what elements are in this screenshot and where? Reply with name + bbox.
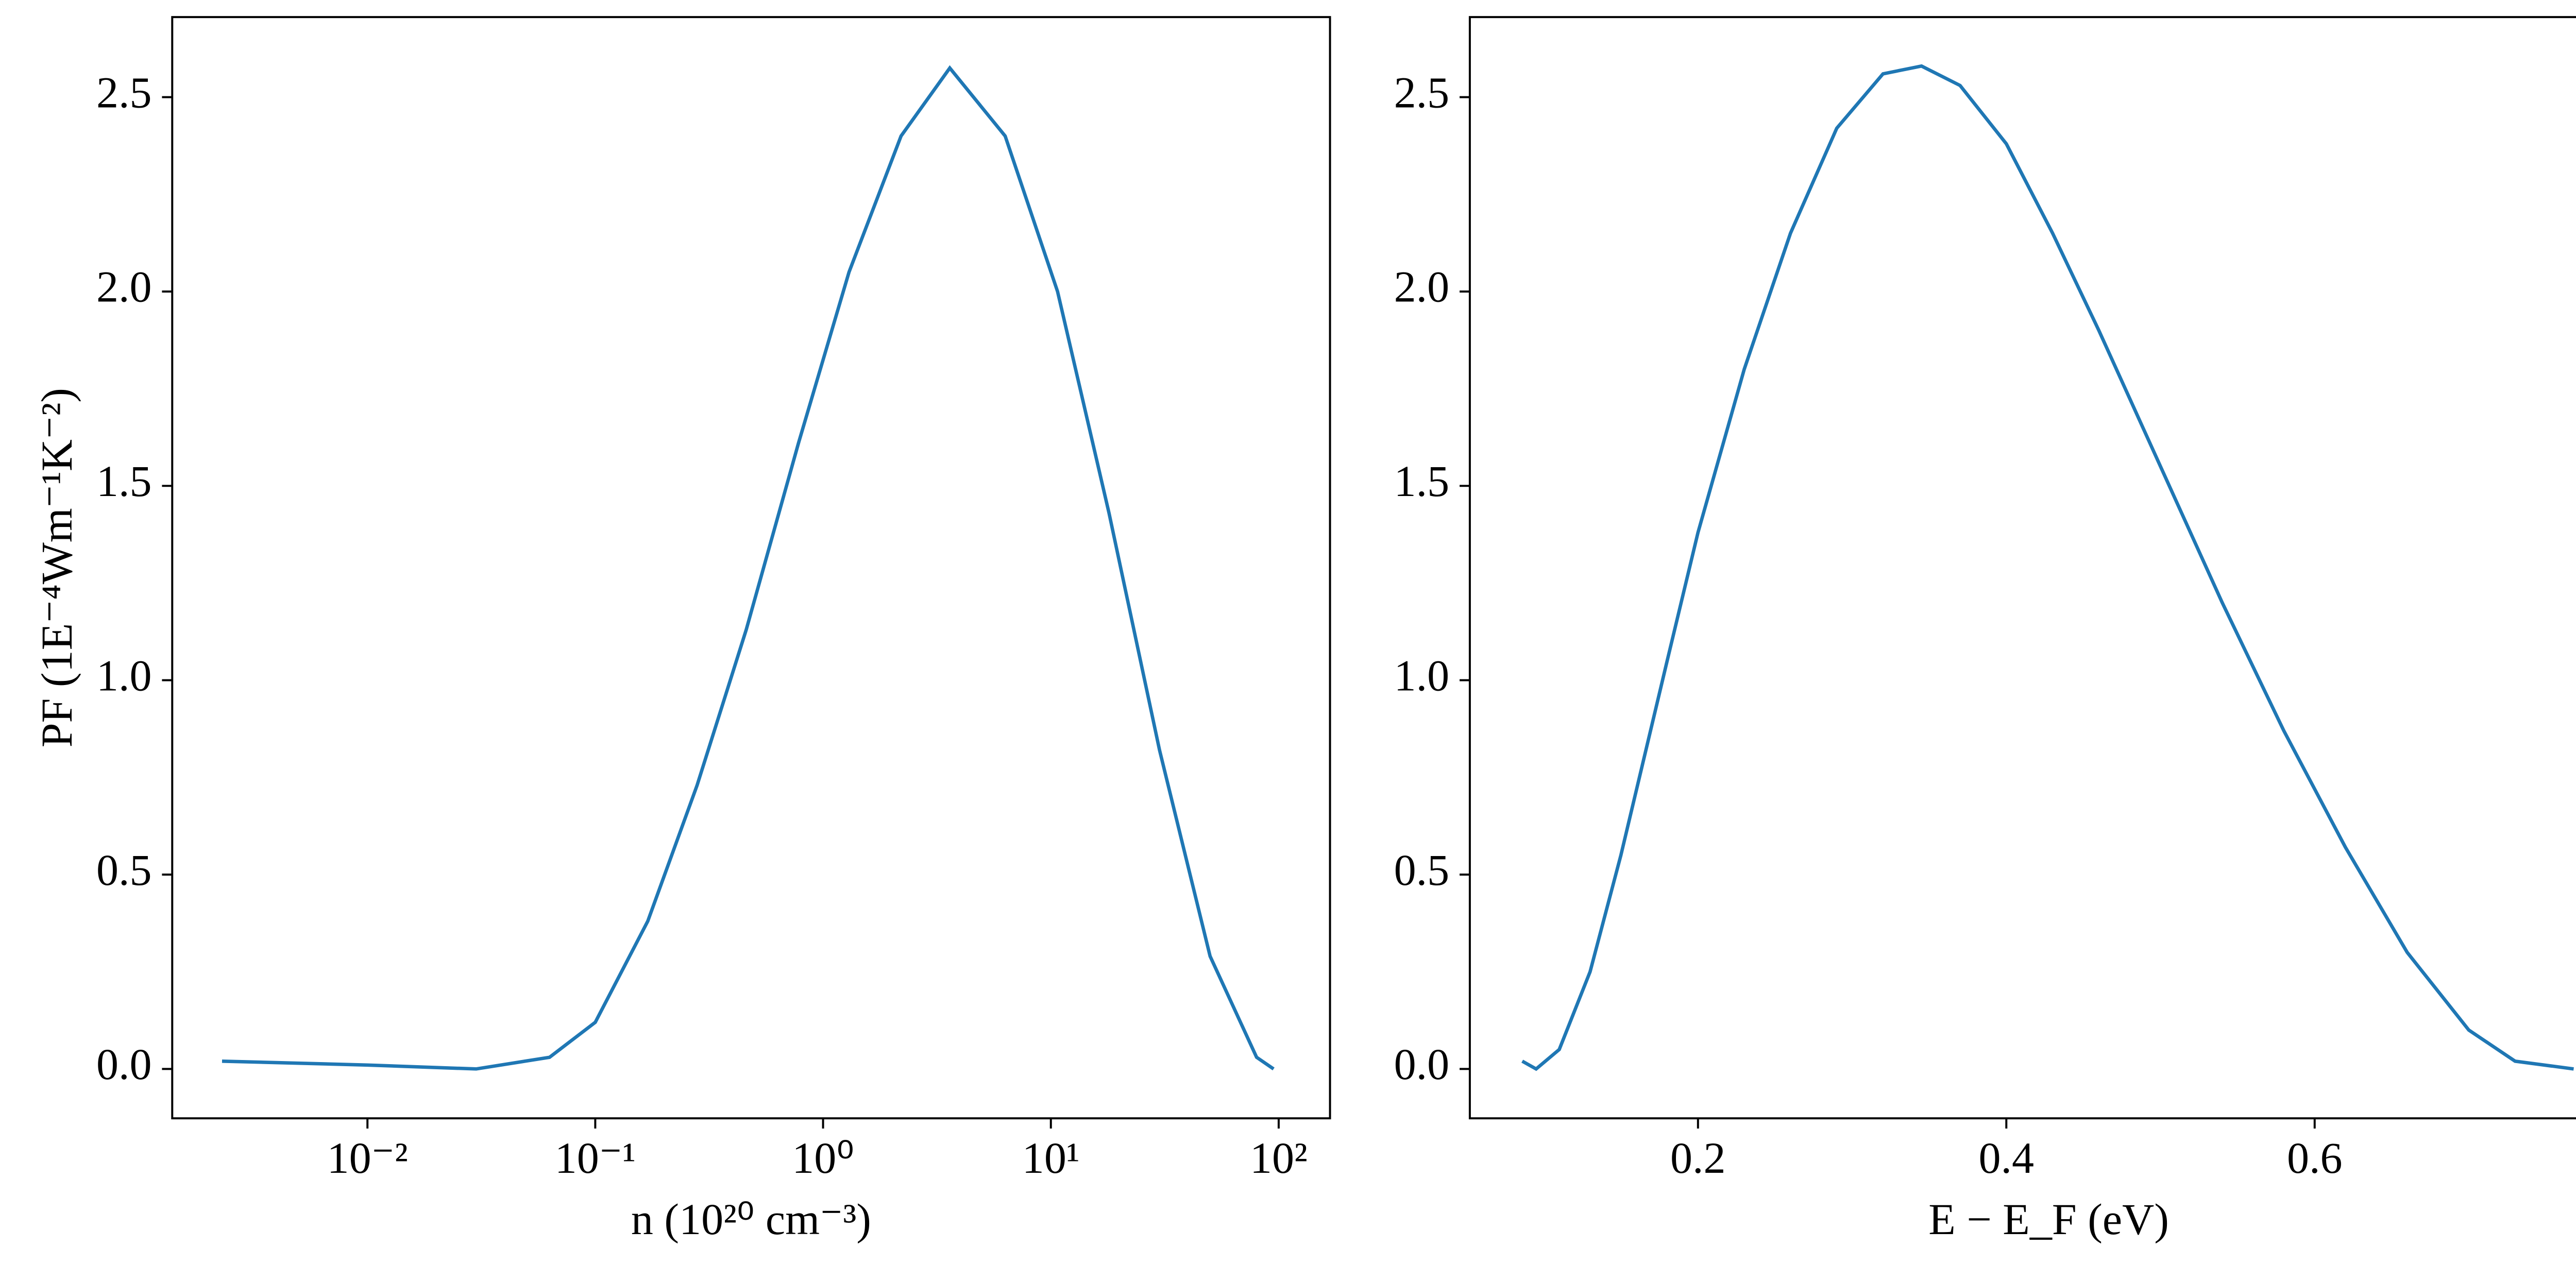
line — [222, 65, 1275, 1071]
axes-frame — [171, 16, 1331, 1120]
y-tick-label: 1.5 — [96, 456, 152, 506]
x-tick-label: 10⁰ — [792, 1133, 854, 1183]
x-axis-label: n (10²⁰ cm⁻³) — [631, 1194, 871, 1244]
y-tick-label: 0.0 — [96, 1039, 152, 1089]
x-tick-label: 0.6 — [2287, 1133, 2343, 1183]
x-tick-label: 0.2 — [1670, 1133, 1726, 1183]
y-tick-label: 0.0 — [1394, 1039, 1450, 1089]
y-axis-label: PF (1E⁻⁴Wm⁻¹K⁻²) — [32, 388, 81, 747]
y-tick-label: 2.5 — [1394, 67, 1450, 117]
y-tick-label: 2.0 — [1394, 262, 1450, 312]
y-tick-label: 0.5 — [1394, 845, 1450, 895]
y-tick-label: 1.0 — [1394, 651, 1450, 700]
y-tick-label: 1.5 — [1394, 456, 1450, 506]
x-axis-label: E − E_F (eV) — [1928, 1194, 2169, 1244]
x-tick-label: 10⁻² — [327, 1133, 408, 1183]
line — [1521, 64, 2574, 1071]
axes-frame — [1468, 16, 2576, 1120]
x-tick-label: 0.4 — [1978, 1133, 2034, 1183]
x-tick-label: 10¹ — [1022, 1133, 1080, 1183]
x-tick-label: 10² — [1250, 1133, 1308, 1183]
y-tick-label: 0.5 — [96, 845, 152, 895]
x-tick-label: 10⁻¹ — [555, 1133, 636, 1183]
y-tick-label: 1.0 — [96, 651, 152, 700]
y-tick-label: 2.5 — [96, 67, 152, 117]
y-tick-label: 2.0 — [96, 262, 152, 312]
